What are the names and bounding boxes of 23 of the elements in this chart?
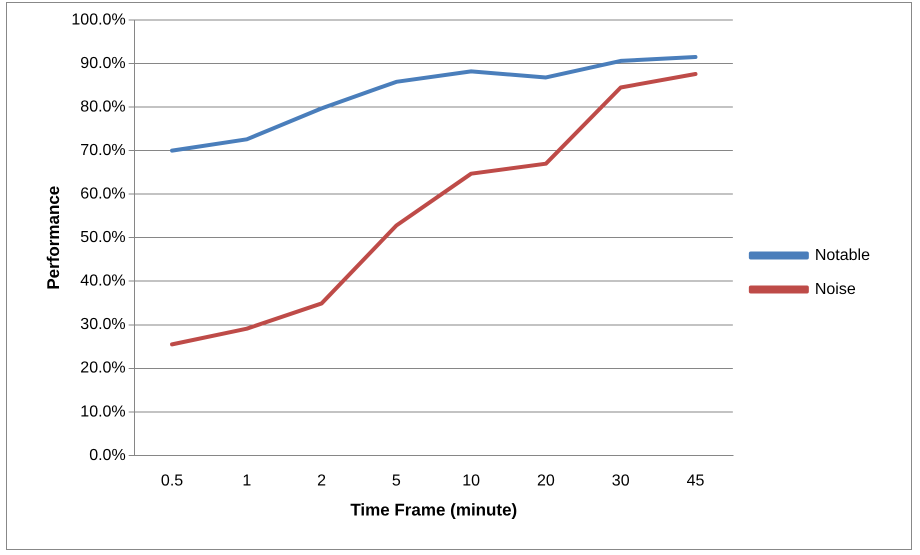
y-tick-label: 20.0% bbox=[80, 360, 126, 377]
x-tick-label: 2 bbox=[317, 472, 326, 490]
y-tick-label: 70.0% bbox=[80, 142, 126, 160]
y-tick-label: 50.0% bbox=[80, 229, 126, 246]
x-tick-label: 1 bbox=[242, 472, 252, 490]
y-tick-label: 40.0% bbox=[80, 272, 126, 290]
x-axis-title: Time Frame (minute) bbox=[350, 500, 518, 520]
y-tick-label: 60.0% bbox=[80, 186, 126, 203]
x-tick-label: 5 bbox=[392, 472, 401, 490]
y-tick-label: 90.0% bbox=[80, 54, 126, 72]
y-tick-label: 10.0% bbox=[80, 403, 126, 420]
y-tick-label: 30.0% bbox=[80, 316, 126, 334]
x-tick-label: 20 bbox=[537, 472, 555, 490]
x-tick-label: 45 bbox=[686, 472, 704, 490]
y-tick-label: 100.0% bbox=[71, 11, 126, 28]
y-tick-label: 0.0% bbox=[89, 446, 126, 464]
y-axis-title: Performance bbox=[44, 186, 63, 290]
x-tick-label: 30 bbox=[612, 472, 630, 490]
legend-label: Noise bbox=[814, 280, 856, 298]
y-tick-label: 80.0% bbox=[80, 98, 126, 116]
x-tick-label: 10 bbox=[462, 472, 480, 490]
legend-label: Notable bbox=[814, 246, 870, 264]
x-tick-label: 0.5 bbox=[160, 472, 184, 490]
